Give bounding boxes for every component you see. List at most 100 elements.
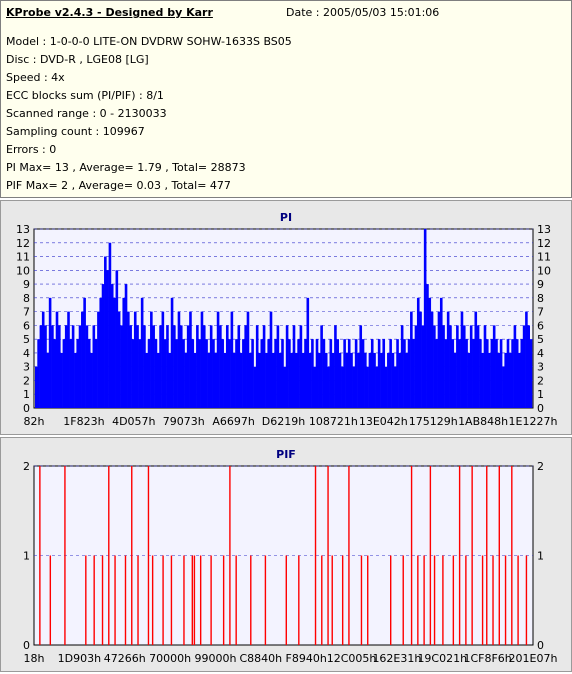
pi-bar [435, 339, 438, 408]
pi-bar [396, 339, 399, 408]
pi-bar [163, 339, 167, 408]
pi-x-tick-label: 82h [24, 415, 45, 428]
pif-bar [492, 555, 494, 645]
pif-x-tick-label: 47266h [104, 652, 146, 665]
pi-bar [179, 325, 183, 408]
pi-x-tick-label: 1E1227h [509, 415, 558, 428]
pi-bar [329, 339, 333, 408]
pi-x-tick-label: 13E042h [359, 415, 408, 428]
pi-bar [235, 339, 238, 408]
pif-bar [458, 466, 461, 645]
pi-bar [304, 339, 307, 408]
pif-bar [410, 466, 413, 645]
info-errors: Errors : 0 [6, 143, 57, 156]
pi-bar [90, 352, 93, 408]
pi-bar [110, 284, 114, 408]
pi-bar [189, 311, 192, 408]
pi-bar [490, 339, 494, 408]
pi-bar [145, 352, 149, 408]
pi-bar [460, 311, 464, 408]
pi-bar [129, 325, 132, 408]
pi-bar [269, 311, 273, 408]
pif-bar [193, 555, 196, 645]
pi-y-tick-label-right: 1 [537, 388, 544, 401]
pi-bar [60, 352, 63, 408]
pi-bar [347, 339, 351, 408]
pi-bar [120, 325, 123, 408]
pif-bar [331, 555, 333, 645]
pi-bar [46, 352, 50, 408]
pi-bar [446, 311, 450, 408]
pi-bar [127, 311, 130, 408]
pif-x-tick-label: F8940h [286, 652, 327, 665]
pi-y-tick-label-left: 1 [23, 388, 30, 401]
pi-bar [444, 339, 448, 408]
pi-y-tick-label-left: 4 [23, 347, 30, 360]
pif-x-tick-label: 201E07h [509, 652, 558, 665]
info-pi-stats: PI Max= 13 , Average= 1.79 , Total= 2887… [6, 161, 246, 174]
pi-bar [485, 339, 489, 408]
pi-bar [159, 325, 162, 408]
pi-bar [315, 339, 319, 408]
pi-bar [306, 297, 310, 408]
pi-bar [407, 339, 411, 408]
pi-bar [419, 311, 422, 408]
pi-y-tick-label-left: 10 [16, 264, 30, 277]
pi-bar [341, 366, 344, 408]
pif-x-tick-label: 1CF8F6h [463, 652, 511, 665]
pi-bar [64, 325, 68, 408]
pi-bar [290, 352, 294, 408]
pif-bar [452, 555, 455, 645]
pi-x-tick-label: 4D057h [112, 415, 155, 428]
pi-bar [262, 325, 266, 408]
pi-bar [97, 311, 100, 408]
pif-bar [471, 466, 473, 645]
pif-bar [93, 555, 95, 645]
pi-bar [357, 352, 360, 408]
pi-bar [359, 325, 363, 408]
pi-y-tick-label-left: 0 [23, 402, 30, 415]
pif-y-tick-label-right: 1 [537, 550, 544, 563]
pi-bar [170, 297, 174, 408]
pif-bar [402, 555, 404, 645]
pi-bar [161, 311, 165, 408]
pi-bar [154, 339, 158, 408]
pi-bar [416, 297, 420, 408]
pif-bar [442, 555, 444, 645]
pi-bar [115, 270, 119, 408]
pi-bar [253, 366, 257, 408]
pif-bar [433, 555, 436, 645]
pi-bar [74, 352, 77, 408]
pi-bar [258, 352, 261, 408]
pi-bar [244, 325, 247, 408]
pi-bar [177, 311, 181, 408]
pif-bar [250, 555, 252, 645]
pi-bar [481, 352, 484, 408]
pi-x-tick-label: 108721h [309, 415, 358, 428]
pi-y-tick-label-right: 2 [537, 374, 544, 387]
pi-bar [497, 352, 501, 408]
pi-bar [465, 339, 468, 408]
pi-bar [248, 352, 252, 408]
pi-y-tick-label-right: 8 [537, 292, 544, 305]
pi-bar [423, 229, 427, 408]
pi-x-tick-label: 1AB848h [458, 415, 508, 428]
pi-bar [62, 339, 66, 408]
pi-bar [51, 325, 54, 408]
pi-bar [191, 339, 195, 408]
pi-bar [442, 325, 445, 408]
pif-bar [486, 466, 488, 645]
scan-date: Date : 2005/05/03 15:01:06 [286, 6, 440, 19]
pif-bar [151, 555, 154, 645]
pi-bar [196, 325, 199, 408]
pi-bar [345, 352, 349, 408]
pi-bar [350, 352, 353, 408]
pi-bar [205, 339, 208, 408]
pif-x-tick-label: 99000h [194, 652, 236, 665]
pi-x-tick-label: 175129h [409, 415, 458, 428]
pi-bar [78, 325, 82, 408]
pif-y-tick-label-right: 0 [537, 639, 544, 652]
pi-bar [255, 325, 259, 408]
pi-bar [143, 325, 146, 408]
